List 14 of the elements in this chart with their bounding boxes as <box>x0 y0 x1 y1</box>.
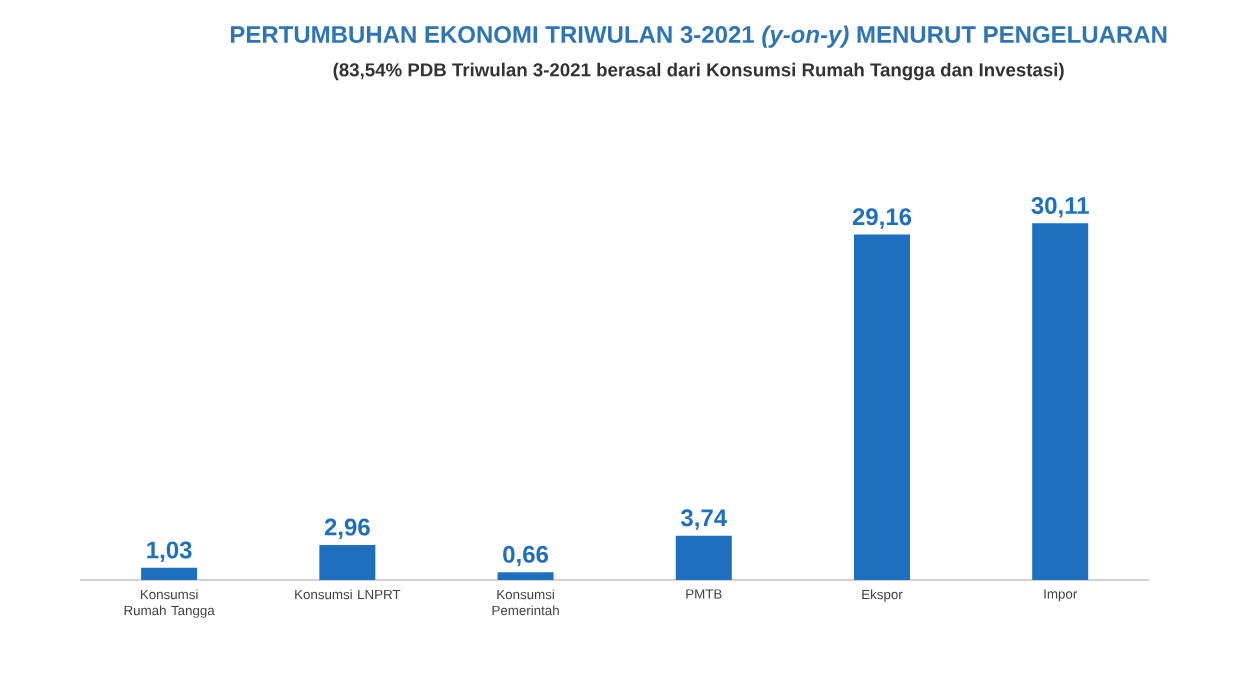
bar <box>141 567 198 580</box>
chart-title: PERTUMBUHAN EKONOMI TRIWULAN 3-2021 (y-on-y) MENURUT PENGELUARAN <box>230 25 1167 48</box>
bar <box>319 544 376 580</box>
bar <box>1032 223 1089 580</box>
bar <box>675 535 732 580</box>
data-label: 0,66 <box>503 545 549 567</box>
bar <box>853 234 910 580</box>
data-label: 29,16 <box>852 208 912 229</box>
data-label: 2,96 <box>324 518 370 540</box>
data-label: 1,03 <box>147 541 192 562</box>
data-label: 30,11 <box>1031 196 1089 218</box>
chart-subtitle: (83,54% PDB Triwulan 3-2021 berasal dari Konsumsi Rumah Tangga dan Investasi) <box>333 62 1064 81</box>
data-label: 3,74 <box>680 509 727 530</box>
bar <box>497 572 554 580</box>
